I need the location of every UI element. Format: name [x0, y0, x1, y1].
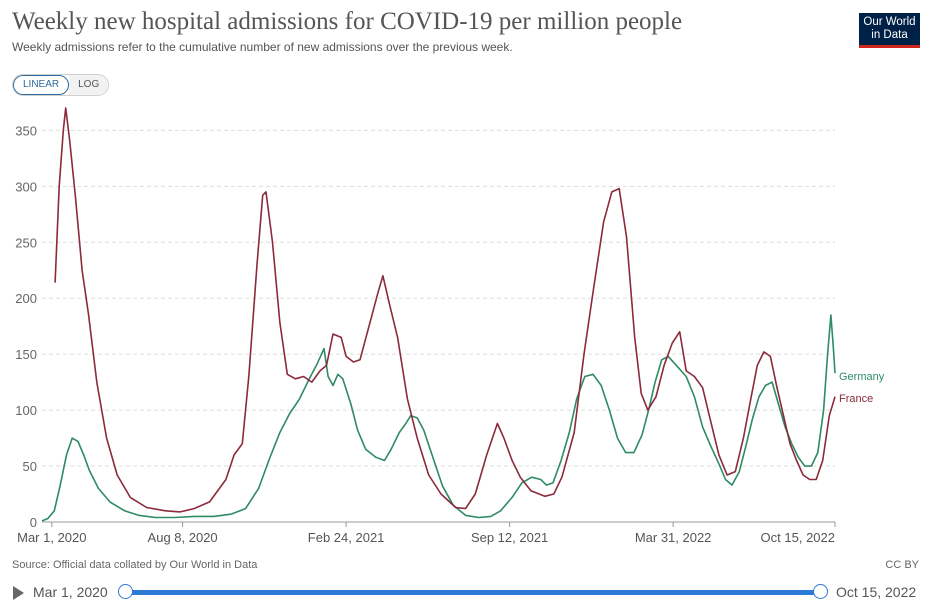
timeline-end-label: Oct 15, 2022	[836, 584, 917, 600]
series-line-france[interactable]	[54, 107, 836, 513]
play-icon[interactable]	[13, 586, 24, 600]
timeline: Mar 1, 2020 Oct 15, 2022	[0, 580, 935, 606]
y-tick-label: 200	[15, 291, 37, 306]
log-scale-button[interactable]: LOG	[69, 75, 109, 95]
logo-line-1: Our World	[863, 16, 916, 28]
x-tick-label: Oct 15, 2022	[761, 530, 835, 545]
source-note: Source: Official data collated by Our Wo…	[12, 559, 258, 571]
timeline-start-handle[interactable]	[118, 584, 133, 599]
timeline-end-handle[interactable]	[813, 584, 828, 599]
chart-subtitle: Weekly admissions refer to the cumulativ…	[12, 40, 513, 54]
owid-logo[interactable]: Our World in Data	[859, 13, 920, 48]
license-link[interactable]: CC BY	[885, 559, 919, 571]
chart-title: Weekly new hospital admissions for COVID…	[12, 8, 683, 35]
x-tick-label: Sep 12, 2021	[471, 530, 548, 545]
scale-toggle: LINEAR LOG	[12, 74, 110, 96]
grid-layer	[42, 129, 835, 523]
y-tick-label: 100	[15, 403, 37, 418]
timeline-track[interactable]	[125, 590, 821, 595]
series-lines	[41, 107, 836, 522]
series-label-france[interactable]: France	[839, 393, 873, 405]
y-axis-ticks: 0 50 100 150 200 250 300 350	[15, 123, 37, 530]
line-chart: 0 50 100 150 200 250 300 350 Mar 1, 2020 Aug 8, …	[15, 107, 885, 545]
series-line-germany[interactable]	[41, 314, 836, 522]
y-tick-label: 250	[15, 235, 37, 250]
series-label-germany[interactable]: Germany	[839, 371, 885, 383]
y-tick-label: 350	[15, 123, 37, 138]
y-tick-label: 0	[30, 515, 37, 530]
logo-line-2: in Data	[871, 29, 908, 41]
timeline-start-label: Mar 1, 2020	[33, 584, 108, 600]
x-tick-label: Mar 1, 2020	[17, 530, 86, 545]
y-tick-label: 50	[23, 459, 37, 474]
x-tick-label: Aug 8, 2020	[148, 530, 218, 545]
y-tick-label: 300	[15, 179, 37, 194]
x-axis-ticks: Mar 1, 2020 Aug 8, 2020 Feb 24, 2021 Sep 12…	[17, 522, 836, 545]
series-labels: Germany France	[839, 371, 885, 405]
x-tick-label: Mar 31, 2022	[635, 530, 712, 545]
linear-scale-button[interactable]: LINEAR	[13, 75, 70, 95]
x-tick-label: Feb 24, 2021	[308, 530, 385, 545]
y-tick-label: 150	[15, 347, 37, 362]
